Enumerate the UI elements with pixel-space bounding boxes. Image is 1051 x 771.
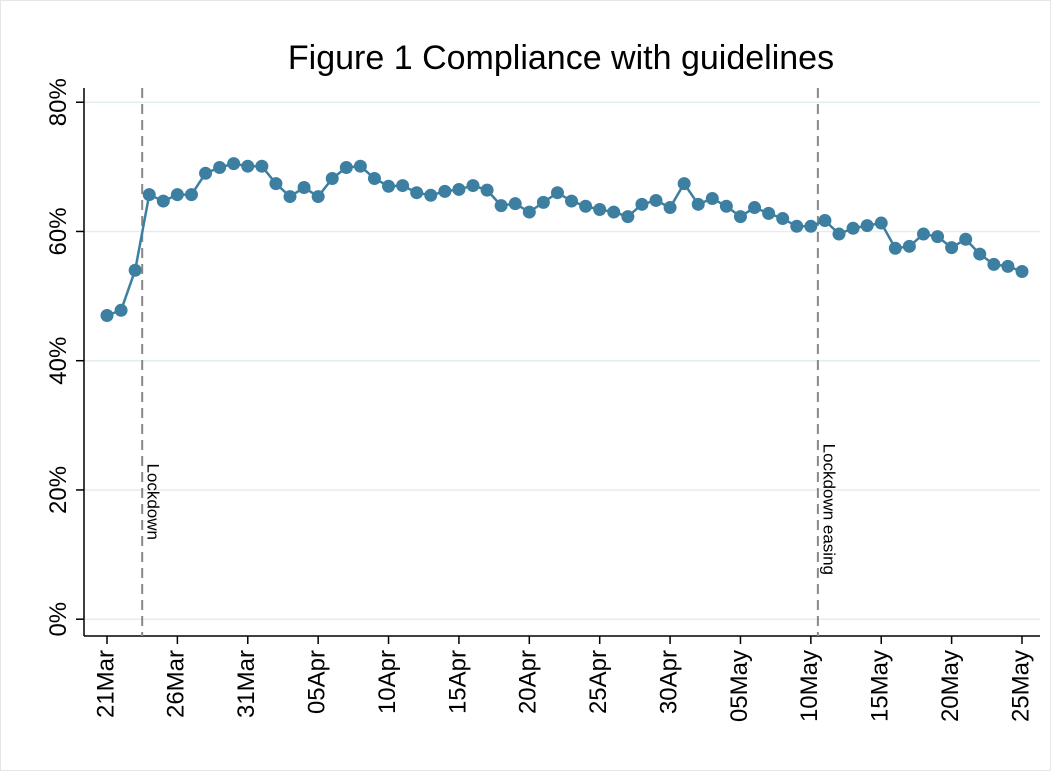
data-point [902,239,916,253]
data-point [114,303,128,317]
y-tick-label: 80% [45,78,72,126]
data-point [283,190,297,204]
data-point [410,186,424,200]
data-point [818,213,832,227]
data-point [931,230,945,244]
data-point [607,205,621,219]
y-tick-label: 20% [45,466,72,514]
data-point [297,181,311,195]
data-point [762,206,776,220]
x-tick-label: 21Mar [92,650,119,718]
data-point [311,190,325,204]
data-point [156,194,170,208]
data-point [199,166,213,180]
data-point [128,263,142,277]
x-tick-label: 31Mar [233,650,260,718]
data-point [846,221,860,235]
data-point [494,199,508,213]
x-tick-label: 15Apr [444,650,471,714]
data-point [804,219,818,233]
data-point [184,188,198,202]
data-point [480,183,494,197]
x-tick-label: 05May [726,650,753,722]
data-point [719,199,733,213]
data-point [269,177,283,191]
data-point [945,241,959,255]
x-tick-label: 10Apr [374,650,401,714]
data-point [973,247,987,261]
x-tick-label: 26Mar [163,650,190,718]
data-point [452,182,466,196]
x-tick-label: 15May [867,650,894,722]
x-tick-label: 20Apr [515,650,542,714]
data-point [325,171,339,185]
data-point [438,184,452,198]
data-point [536,195,550,209]
chart-title: Figure 1 Compliance with guidelines [288,39,834,77]
data-point [790,219,804,233]
data-point [367,171,381,185]
data-point [888,241,902,255]
x-tick-label: 10May [796,650,823,722]
data-point [832,227,846,241]
data-point [987,257,1001,271]
data-point [916,227,930,241]
y-tick-label: 0% [45,602,72,637]
data-point [579,199,593,213]
y-tick-label: 40% [45,337,72,385]
data-point [748,201,762,215]
data-point [382,179,396,193]
data-point [593,202,607,216]
data-point [663,201,677,215]
data-point [1001,259,1015,273]
data-point [550,186,564,200]
data-point [522,205,536,219]
data-point [424,188,438,202]
data-point [1015,265,1029,279]
data-point [227,157,241,171]
data-point [255,159,269,173]
data-point [677,177,691,191]
data-point [170,188,184,202]
reference-label: Lockdown easing [819,444,838,575]
data-point [635,197,649,211]
data-point [860,219,874,233]
data-point [649,193,663,207]
data-point [353,159,367,173]
x-tick-label: 20May [937,650,964,722]
x-tick-label: 25May [1007,650,1034,722]
data-point [565,194,579,208]
data-point [213,160,227,174]
x-tick-label: 30Apr [655,650,682,714]
x-tick-label: 05Apr [303,650,330,714]
data-point [776,212,790,226]
data-point [621,210,635,224]
data-point [691,197,705,211]
data-point [100,308,114,322]
data-point [508,197,522,211]
data-point [396,179,410,193]
data-point [466,179,480,193]
data-point [705,192,719,206]
reference-label: Lockdown [144,463,163,540]
data-point [142,188,156,202]
y-tick-label: 60% [45,207,72,255]
data-point [874,216,888,230]
data-point [959,232,973,246]
data-point [241,159,255,173]
x-tick-label: 25Apr [585,650,612,714]
data-point [339,160,353,174]
data-point [733,210,747,224]
